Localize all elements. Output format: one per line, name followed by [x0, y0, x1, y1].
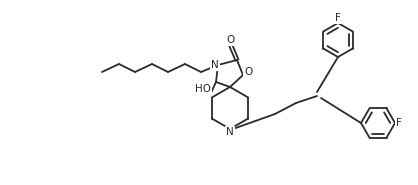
Text: O: O	[244, 67, 252, 77]
Text: F: F	[396, 118, 402, 128]
Text: N: N	[226, 127, 234, 137]
Text: N: N	[211, 60, 219, 70]
Text: O: O	[226, 35, 234, 45]
Text: HO: HO	[195, 84, 211, 94]
Text: F: F	[335, 13, 341, 23]
